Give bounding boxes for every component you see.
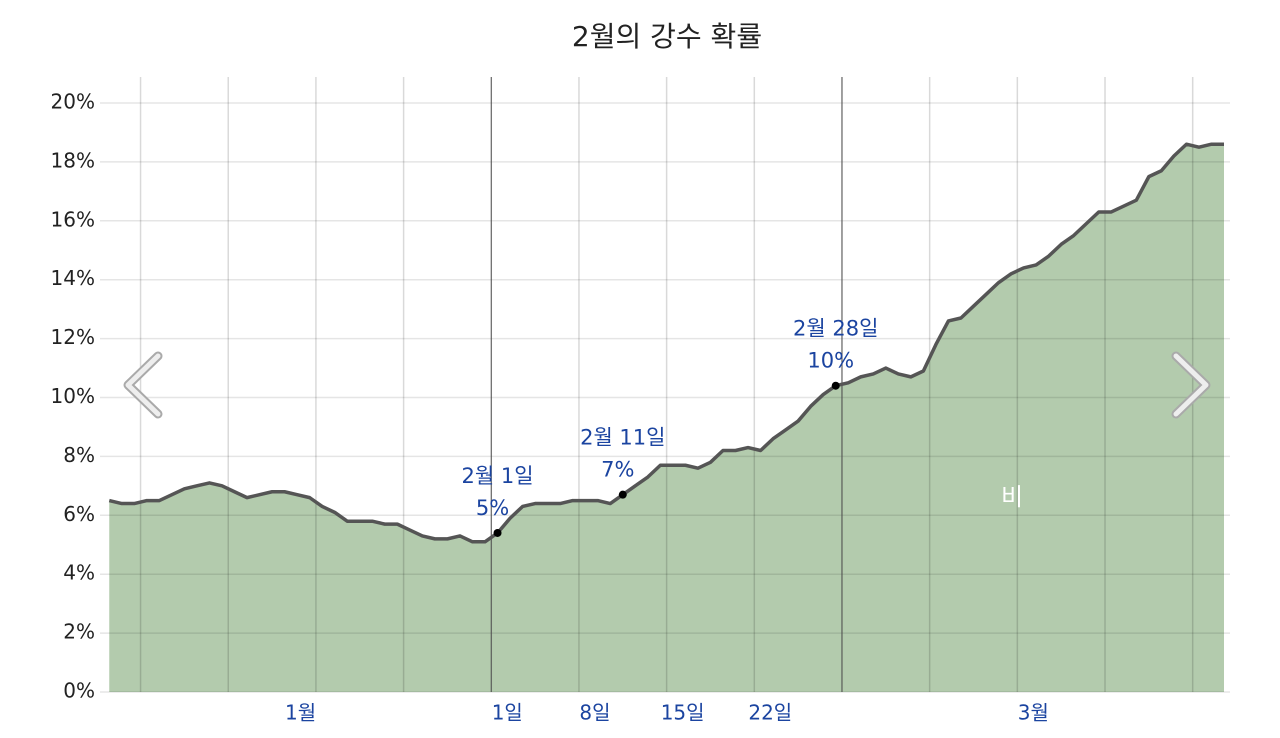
- y-tick-label: 20%: [51, 90, 95, 114]
- y-tick-label: 6%: [63, 502, 95, 526]
- line: [108, 142, 1224, 544]
- x-tick-label: 1일: [492, 701, 523, 725]
- annotation-value: 5%: [476, 496, 509, 520]
- area: [109, 144, 1224, 693]
- x-tick-label: 15일: [661, 701, 705, 725]
- annotation-point: [493, 528, 502, 537]
- annotation-date: 2월 28일: [793, 317, 878, 341]
- next-button[interactable]: [1171, 351, 1211, 419]
- area-layer: [109, 144, 1224, 693]
- y-tick-label: 12%: [51, 325, 95, 349]
- y-tick-label: 18%: [51, 148, 95, 172]
- plot-area: 비 2월 1일 5% 2월 11일 7% 2월 28일 10%: [100, 77, 1230, 693]
- x-tick-label: 3월: [1018, 701, 1049, 725]
- annotation-point: [831, 381, 840, 390]
- annotation-value: 10%: [807, 349, 854, 373]
- annotation-date: 2월 1일: [462, 464, 534, 488]
- annotation-point: [618, 490, 627, 499]
- prev-arrow-outline[interactable]: [123, 351, 163, 419]
- y-tick-label: 0%: [63, 679, 95, 703]
- y-tick-label: 8%: [63, 443, 95, 467]
- y-tick-label: 4%: [63, 561, 95, 585]
- y-tick-label: 2%: [63, 620, 95, 644]
- x-tick-label: 8일: [579, 701, 610, 725]
- x-tick-label: 1월: [285, 701, 316, 725]
- series-label: 비: [1001, 483, 1023, 511]
- next-arrow[interactable]: [1173, 353, 1209, 417]
- prev-arrow[interactable]: [125, 353, 161, 417]
- x-tick-label: 22일: [748, 701, 792, 725]
- grid-layer: [100, 77, 1230, 693]
- y-tick-label: 16%: [51, 207, 95, 231]
- y-tick-label: 10%: [51, 384, 95, 408]
- y-tick-label: 14%: [51, 266, 95, 290]
- chart-title: 2월의 강수 확률: [572, 20, 762, 53]
- annotation-value: 7%: [601, 458, 634, 482]
- prev-button[interactable]: [123, 351, 163, 419]
- annotation-date: 2월 11일: [580, 426, 665, 450]
